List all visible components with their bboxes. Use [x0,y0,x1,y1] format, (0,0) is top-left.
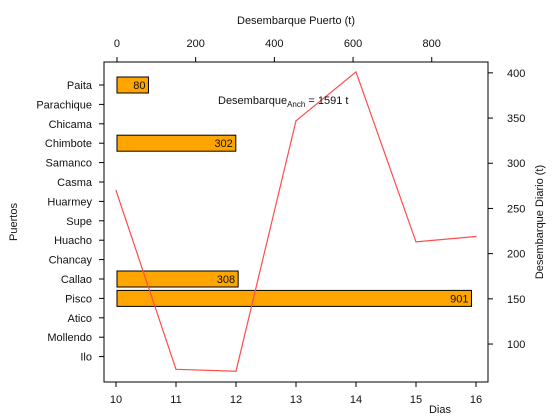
bar-paita [116,76,149,94]
top-axis-title: Desembarque Puerto (t) [237,15,355,27]
top-tick-label: 600 [344,38,362,50]
bar-chimbote [116,134,237,152]
port-label-huarmey: Huarmey [47,196,92,208]
port-label-chicama: Chicama [49,119,93,131]
bottom-axis: 10 11 12 13 14 15 16 [110,382,482,406]
port-label-atico: Atico [68,313,92,325]
port-label-samanco: Samanco [46,158,92,170]
right-tick-label: 250 [507,203,525,215]
bottom-tick-label: 16 [470,394,482,406]
line-point [475,235,477,238]
top-tick-label: 200 [186,38,204,50]
port-label-casma: Casma [57,177,93,189]
right-tick-label: 100 [507,339,525,351]
bar-label-pisco: 901 [450,293,468,305]
port-label-pisco: Pisco [65,293,92,305]
right-axis-title: Desembarque Diario (t) [534,165,546,279]
daily-landing-line [115,70,477,372]
line-group [115,70,477,372]
right-tick-label: 150 [507,294,525,306]
line-point [295,120,297,122]
bar-label-callao: 308 [217,274,235,286]
annotation-text: DesembarqueAnch = 1591 t [218,95,348,109]
port-label-paita: Paita [67,80,93,92]
top-tick-label: 800 [423,38,441,50]
bottom-tick-label: 14 [350,394,362,406]
top-tick-label: 0 [114,38,120,50]
line-point [415,241,417,243]
right-tick-label: 400 [507,68,525,80]
port-label-supe: Supe [66,216,92,228]
port-label-huacho: Huacho [54,235,92,247]
bottom-tick-label: 15 [410,394,422,406]
line-point [235,370,237,372]
port-label-chancay: Chancay [49,255,93,267]
bar-label-paita: 80 [133,80,145,92]
top-axis: 0 200 400 600 800 [114,38,441,62]
bars-group: 80 302 308 901 [116,76,472,307]
left-axis-title: Puertos [8,203,20,241]
bottom-tick-label: 12 [230,394,242,406]
port-label-chimbote: Chimbote [45,138,92,150]
bottom-tick-label: 10 [110,394,122,406]
right-axis: 100 150 200 250 300 350 400 [488,68,525,351]
plot-frame [103,61,489,383]
port-label-parachique: Parachique [36,99,92,111]
left-axis: Paita Parachique Chicama Chimbote Samanco Cas… [36,80,104,364]
port-label-mollendo: Mollendo [47,332,92,344]
right-tick-label: 350 [507,113,525,125]
line-point [355,71,357,73]
bottom-axis-title: Dias [429,404,452,416]
right-tick-label: 200 [507,249,525,261]
bottom-tick-label: 13 [290,394,302,406]
top-tick-label: 400 [265,38,283,50]
bar-pisco [116,289,472,307]
bottom-tick-label: 11 [170,394,181,406]
port-label-callao: Callao [61,274,92,286]
right-tick-label: 300 [507,158,525,170]
line-point [115,189,117,191]
bar-label-chimbote: 302 [214,138,232,150]
port-label-ilo: Ilo [80,352,92,364]
line-point [175,368,177,370]
